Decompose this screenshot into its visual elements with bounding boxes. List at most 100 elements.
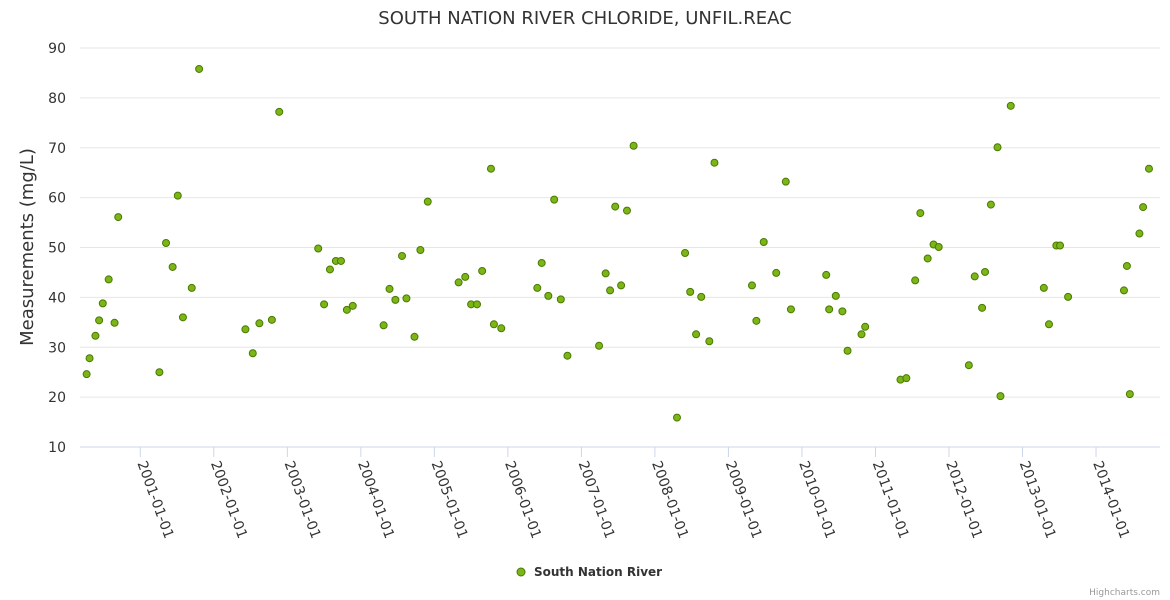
data-point[interactable] <box>550 195 559 204</box>
data-point[interactable] <box>681 248 690 257</box>
data-point[interactable] <box>601 269 610 278</box>
data-point[interactable] <box>110 318 119 327</box>
data-point[interactable] <box>629 141 638 150</box>
data-point[interactable] <box>1119 286 1128 295</box>
data-point[interactable] <box>759 238 768 247</box>
data-point[interactable] <box>385 284 394 293</box>
data-point[interactable] <box>1056 241 1065 250</box>
data-point[interactable] <box>178 313 187 322</box>
data-point[interactable] <box>1064 292 1073 301</box>
data-point[interactable] <box>996 392 1005 401</box>
data-point[interactable] <box>692 330 701 339</box>
legend-label[interactable]: South Nation River <box>534 565 662 579</box>
data-point[interactable] <box>831 291 840 300</box>
data-point[interactable] <box>606 286 615 295</box>
data-point[interactable] <box>91 331 100 340</box>
data-point[interactable] <box>1039 283 1048 292</box>
data-point[interactable] <box>114 213 123 222</box>
legend[interactable]: South Nation River <box>516 565 662 579</box>
data-point[interactable] <box>187 283 196 292</box>
data-point[interactable] <box>1139 203 1148 212</box>
data-point[interactable] <box>697 292 706 301</box>
data-point[interactable] <box>162 239 171 248</box>
data-point[interactable] <box>95 316 104 325</box>
data-point[interactable] <box>314 244 323 253</box>
data-point[interactable] <box>1006 101 1015 110</box>
data-point[interactable] <box>320 300 329 309</box>
data-point[interactable] <box>911 276 920 285</box>
data-point[interactable] <box>772 268 781 277</box>
data-point[interactable] <box>611 202 620 211</box>
data-point[interactable] <box>473 300 482 309</box>
data-point[interactable] <box>1125 390 1134 399</box>
data-point[interactable] <box>416 245 425 254</box>
data-point[interactable] <box>563 351 572 360</box>
data-point[interactable] <box>248 349 257 358</box>
data-point[interactable] <box>454 278 463 287</box>
data-point[interactable] <box>752 316 761 325</box>
data-point[interactable] <box>325 265 334 274</box>
data-point[interactable] <box>857 330 866 339</box>
data-point[interactable] <box>822 270 831 279</box>
data-point[interactable] <box>1135 229 1144 238</box>
data-point[interactable] <box>544 291 553 300</box>
data-point[interactable] <box>391 295 400 304</box>
data-point[interactable] <box>1122 261 1131 270</box>
data-point[interactable] <box>786 305 795 314</box>
data-point[interactable] <box>168 262 177 271</box>
data-point[interactable] <box>861 322 870 331</box>
data-point[interactable] <box>556 295 565 304</box>
data-point[interactable] <box>537 258 546 267</box>
data-point[interactable] <box>410 332 419 341</box>
data-point[interactable] <box>478 266 487 275</box>
data-point[interactable] <box>82 370 91 379</box>
data-point[interactable] <box>423 197 432 206</box>
data-point[interactable] <box>241 325 250 334</box>
data-point[interactable] <box>402 294 411 303</box>
data-point[interactable] <box>336 256 345 265</box>
data-point[interactable] <box>993 143 1002 152</box>
data-point[interactable] <box>173 191 182 200</box>
data-point[interactable] <box>595 341 604 350</box>
data-point[interactable] <box>934 243 943 252</box>
data-point[interactable] <box>622 206 631 215</box>
data-point[interactable] <box>1044 320 1053 329</box>
data-point[interactable] <box>781 177 790 186</box>
data-point[interactable] <box>964 361 973 370</box>
data-point[interactable] <box>1144 164 1153 173</box>
credits-link[interactable]: Highcharts.com <box>1089 588 1160 598</box>
data-point[interactable] <box>981 267 990 276</box>
data-point[interactable] <box>902 374 911 383</box>
data-point[interactable] <box>705 337 714 346</box>
data-point[interactable] <box>398 251 407 260</box>
data-point[interactable] <box>255 319 264 328</box>
data-point[interactable] <box>617 281 626 290</box>
data-point[interactable] <box>195 64 204 73</box>
data-point[interactable] <box>379 321 388 330</box>
data-point[interactable] <box>986 200 995 209</box>
data-point[interactable] <box>348 301 357 310</box>
data-point[interactable] <box>916 209 925 218</box>
data-point[interactable] <box>970 272 979 281</box>
data-point[interactable] <box>686 287 695 296</box>
data-point[interactable] <box>497 324 506 333</box>
data-point[interactable] <box>489 320 498 329</box>
data-point[interactable] <box>923 254 932 263</box>
data-point[interactable] <box>747 281 756 290</box>
data-point[interactable] <box>710 158 719 167</box>
data-point[interactable] <box>838 307 847 316</box>
data-point[interactable] <box>267 315 276 324</box>
data-point[interactable] <box>275 107 284 116</box>
data-point[interactable] <box>461 272 470 281</box>
data-point[interactable] <box>825 305 834 314</box>
data-point[interactable] <box>98 299 107 308</box>
data-point[interactable] <box>85 354 94 363</box>
data-point[interactable] <box>342 305 351 314</box>
data-point[interactable] <box>672 413 681 422</box>
data-point[interactable] <box>155 368 164 377</box>
data-point[interactable] <box>978 303 987 312</box>
data-point[interactable] <box>533 283 542 292</box>
data-point[interactable] <box>843 346 852 355</box>
data-point[interactable] <box>104 275 113 284</box>
data-point[interactable] <box>486 164 495 173</box>
